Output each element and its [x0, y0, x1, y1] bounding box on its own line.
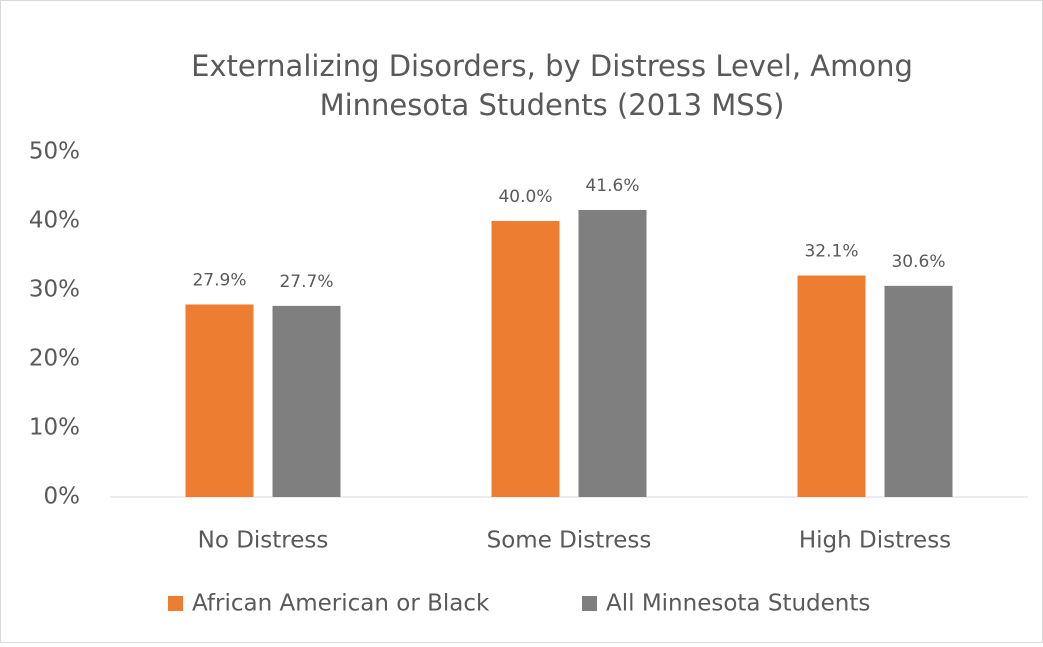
data-label: 30.6%	[891, 252, 945, 272]
bar	[491, 221, 560, 497]
y-tick-label: 30%	[29, 277, 80, 303]
bar	[185, 304, 254, 497]
y-tick-label: 0%	[44, 484, 81, 510]
x-tick-label: Some Distress	[487, 528, 652, 554]
bar	[578, 209, 647, 497]
y-tick-label: 20%	[29, 346, 80, 372]
legend-label: African American or Black	[192, 591, 490, 617]
data-label: 32.1%	[804, 242, 858, 262]
y-tick-label: 50%	[29, 139, 80, 165]
legend-label: All Minnesota Students	[606, 591, 870, 617]
data-label: 41.6%	[585, 176, 639, 196]
data-label: 40.0%	[498, 187, 552, 207]
legend-swatch	[168, 596, 183, 611]
bar	[797, 275, 866, 497]
bar	[272, 305, 341, 497]
chart-title: Externalizing Disorders, by Distress Lev…	[191, 49, 913, 83]
y-tick-label: 10%	[29, 415, 80, 441]
x-tick-label: No Distress	[198, 528, 329, 554]
chart-title: Minnesota Students (2013 MSS)	[320, 88, 785, 122]
legend-swatch	[582, 596, 597, 611]
x-tick-label: High Distress	[799, 528, 951, 554]
bar	[884, 285, 953, 497]
data-label: 27.9%	[192, 270, 246, 290]
y-tick-label: 40%	[29, 208, 80, 234]
data-label: 27.7%	[279, 272, 333, 292]
